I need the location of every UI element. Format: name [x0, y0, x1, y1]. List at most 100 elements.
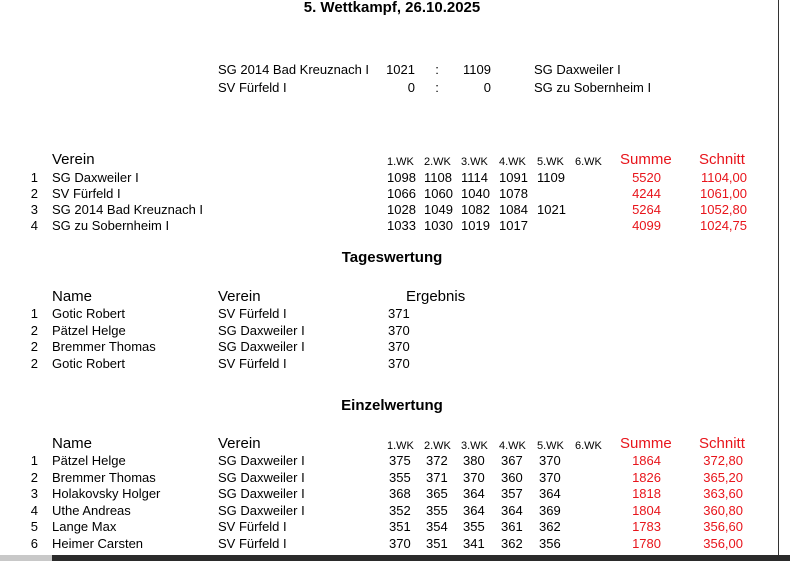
shooter-name: Bremmer Thomas: [52, 339, 156, 355]
column-header: 3.WK: [461, 156, 488, 168]
team-name: SG zu Sobernheim I: [52, 218, 170, 233]
shooter-name: Gotic Robert: [52, 306, 125, 321]
column-header: 2.WK: [424, 156, 451, 168]
column-header: Name: [52, 288, 93, 305]
round-score: 355: [426, 502, 448, 518]
column-header: Name: [52, 435, 93, 452]
total: 1826: [632, 469, 661, 485]
average: 363,60: [703, 486, 743, 502]
total: 1818: [632, 486, 661, 502]
shooter-name: Heimer Carsten: [52, 536, 144, 551]
score-separator: :: [435, 80, 439, 95]
round-score: 1082: [461, 202, 490, 217]
column-header: 1.WK: [387, 440, 414, 452]
round-score: 351: [389, 519, 411, 535]
shooter-name: Uthe Andreas: [52, 502, 131, 518]
section-heading: Tageswertung: [341, 249, 443, 266]
club-name: SG Daxweiler I: [218, 486, 305, 502]
round-score: 372: [426, 453, 448, 468]
column-header: 6.WK: [575, 156, 602, 168]
column-header: Schnitt: [699, 435, 745, 452]
round-score: 368: [389, 486, 411, 502]
rank: 3: [30, 202, 38, 217]
result: 370: [388, 322, 410, 338]
home-score: 1021: [386, 62, 415, 77]
column-header: Verein: [218, 435, 261, 452]
shooter-name: Holakovsky Holger: [52, 486, 161, 502]
round-score: 375: [389, 453, 411, 468]
round-score: 364: [463, 502, 485, 518]
average: 356,60: [703, 519, 743, 535]
shooter-name: Lange Max: [52, 519, 117, 535]
round-score: 1028: [387, 202, 416, 217]
average: 365,20: [703, 469, 743, 485]
away-team: SG zu Sobernheim I: [534, 80, 652, 95]
home-team: SV Fürfeld I: [218, 80, 287, 95]
round-score: 1114: [461, 170, 488, 185]
bottom-bar: [0, 555, 790, 561]
column-header: Summe: [620, 435, 672, 452]
round-score: 355: [463, 519, 485, 535]
away-score: 1109: [463, 62, 491, 77]
rank: 2: [30, 322, 38, 338]
round-score: 341: [463, 536, 485, 551]
column-header: Verein: [52, 151, 95, 168]
rank: 2: [30, 339, 38, 355]
rank: 1: [30, 306, 38, 321]
round-score: 1021: [537, 202, 566, 217]
round-score: 355: [389, 469, 411, 485]
average: 1061,00: [700, 186, 747, 201]
rank: 2: [30, 186, 38, 201]
club-name: SG Daxweiler I: [218, 339, 305, 355]
team-name: SV Fürfeld I: [52, 186, 121, 201]
rank: 6: [30, 536, 38, 551]
average: 1104,00: [700, 170, 747, 185]
club-name: SV Fürfeld I: [218, 356, 287, 372]
result: 370: [388, 339, 410, 355]
total: 5264: [632, 202, 661, 217]
rank: 4: [30, 218, 38, 233]
column-header: Verein: [218, 288, 261, 305]
round-score: 371: [426, 469, 448, 485]
round-score: 354: [426, 519, 448, 535]
round-score: 364: [539, 486, 561, 502]
home-score: 0: [407, 80, 415, 95]
total: 4244: [632, 186, 661, 201]
round-score: 360: [501, 469, 523, 485]
column-header: 5.WK: [537, 156, 564, 168]
round-score: 1078: [499, 186, 528, 201]
column-header: 2.WK: [424, 440, 451, 452]
away-score: 0: [483, 80, 491, 95]
round-score: 1030: [424, 218, 453, 233]
club-name: SV Fürfeld I: [218, 306, 287, 321]
club-name: SG Daxweiler I: [218, 453, 305, 468]
round-score: 370: [463, 469, 485, 485]
team-name: SG Daxweiler I: [52, 170, 139, 185]
total: 5520: [632, 170, 661, 185]
round-score: 1033: [387, 218, 416, 233]
round-score: 380: [463, 453, 485, 468]
round-score: 1098: [387, 170, 416, 185]
round-score: 1109: [537, 170, 565, 185]
round-score: 370: [389, 536, 411, 551]
club-name: SG Daxweiler I: [218, 502, 305, 518]
column-header: 3.WK: [461, 440, 488, 452]
round-score: 1040: [461, 186, 490, 201]
round-score: 1108: [424, 170, 452, 185]
shooter-name: Gotic Robert: [52, 356, 125, 372]
average: 372,80: [703, 453, 743, 468]
home-team: SG 2014 Bad Kreuznach I: [218, 62, 370, 77]
round-score: 356: [539, 536, 561, 551]
round-score: 1091: [499, 170, 528, 185]
average: 356,00: [703, 536, 743, 551]
rank: 2: [30, 356, 38, 372]
total: 4099: [632, 218, 661, 233]
average: 1024,75: [700, 218, 747, 233]
round-score: 357: [501, 486, 523, 502]
column-header: 6.WK: [575, 440, 602, 452]
shooter-name: Pätzel Helge: [52, 453, 126, 468]
club-name: SV Fürfeld I: [218, 519, 287, 535]
round-score: 370: [539, 469, 561, 485]
column-header: Summe: [620, 151, 672, 168]
average: 360,80: [703, 502, 743, 518]
